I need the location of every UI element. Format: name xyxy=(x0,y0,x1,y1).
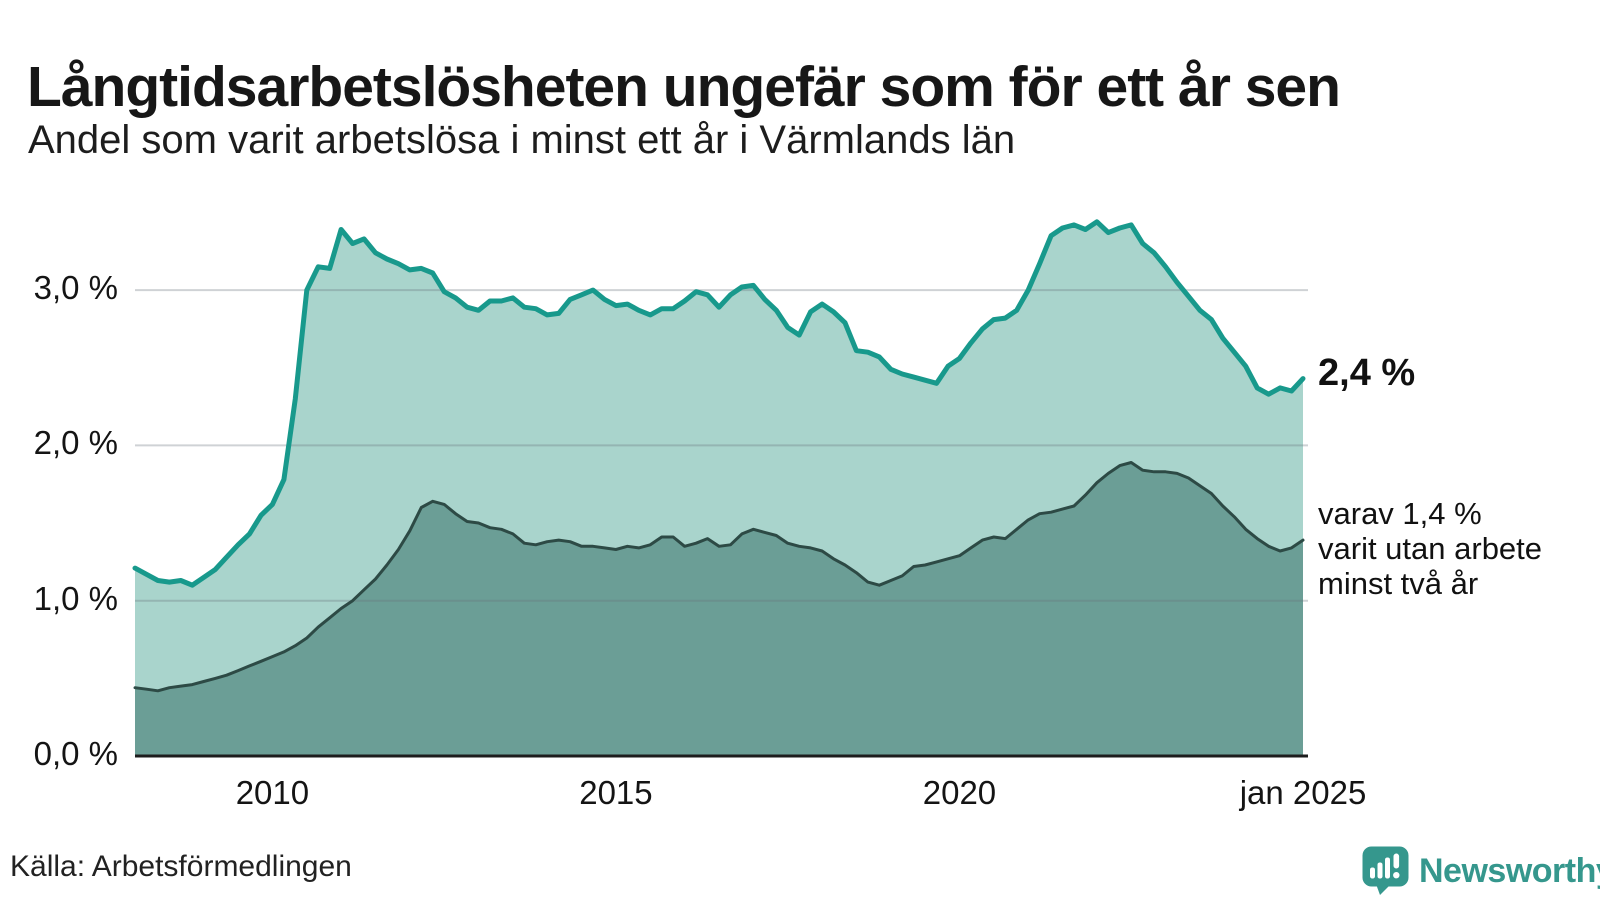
y-tick-label-3: 3,0 % xyxy=(33,269,118,307)
newsworthy-logo: Newsworthy xyxy=(1362,846,1600,896)
line-two-years xyxy=(133,461,1305,693)
x-tick-label-2025: jan 2025 xyxy=(1239,774,1367,811)
x-tick-label-2015: 2015 xyxy=(579,774,653,811)
newsworthy-wordmark: Newsworthy xyxy=(1419,851,1600,890)
secondary-line-3: minst två år xyxy=(1318,566,1479,601)
x-tick-label-2020: 2020 xyxy=(922,774,997,811)
latest-value-label: 2,4 % xyxy=(1318,352,1416,394)
line-total xyxy=(132,219,1306,588)
page-subtitle: Andel som varit arbetslösa i minst ett å… xyxy=(28,118,1016,162)
secondary-line-2: varit utan arbete xyxy=(1318,531,1543,566)
series-lines xyxy=(132,219,1306,693)
secondary-value-label: varav 1,4 % varit utan arbete minst två … xyxy=(1318,496,1542,601)
y-tick-label-1: 1,0 % xyxy=(33,579,118,617)
newsworthy-bubble-icon xyxy=(1362,846,1409,895)
y-tick-label-2: 2,0 % xyxy=(33,424,118,462)
area-fills xyxy=(135,221,1303,757)
source-credit: Källa: Arbetsförmedlingen xyxy=(10,850,352,883)
secondary-line-1: varav 1,4 % xyxy=(1318,496,1482,531)
x-tick-label-2010: 2010 xyxy=(235,774,310,811)
y-tick-label-0: 0,0 % xyxy=(33,735,118,772)
gridlines xyxy=(135,289,1308,602)
page-title: Långtidsarbetslösheten ungefär som för e… xyxy=(27,55,1341,120)
